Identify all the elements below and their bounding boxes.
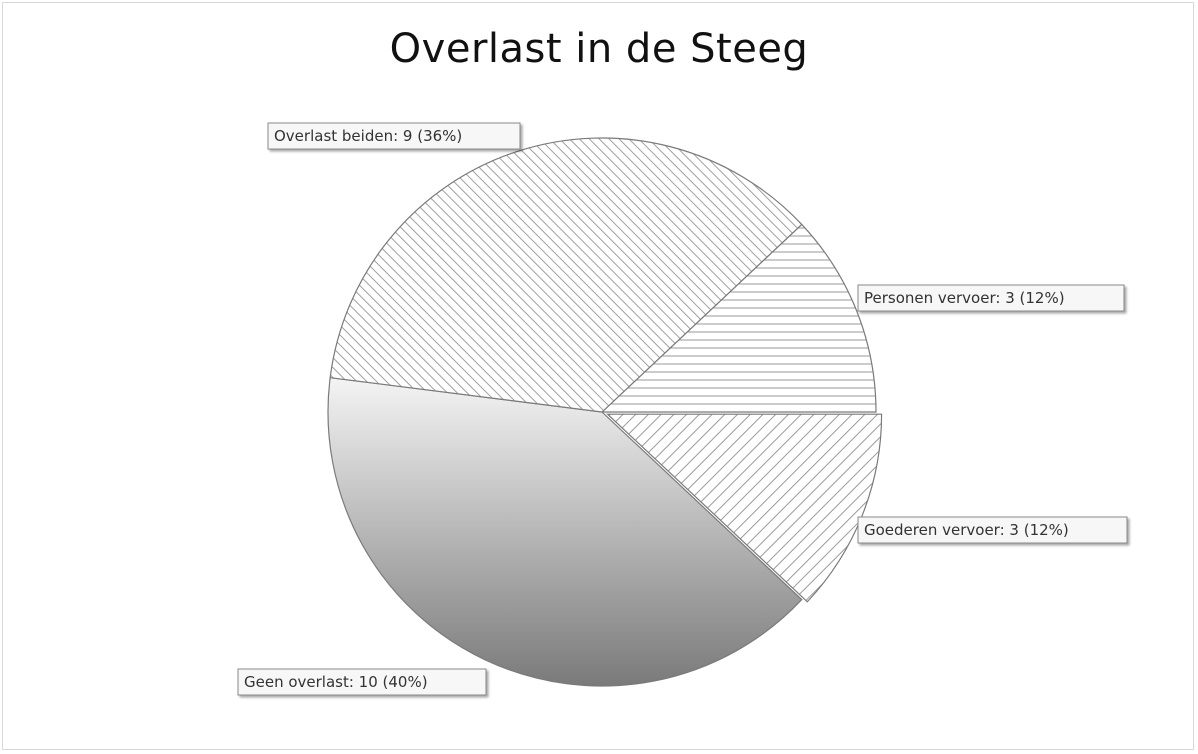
pie-slice-overlast-beiden: [329, 137, 803, 413]
pie-slice-geen-overlast: [327, 376, 803, 687]
label-text: Geen overlast: 10 (40%): [244, 673, 428, 691]
label-box: [857, 284, 1125, 312]
label-text: Personen vervoer: 3 (12%): [864, 289, 1065, 307]
label-box: [857, 516, 1128, 544]
slice-label-goederen-vervoer: Goederen vervoer: 3 (12%): [857, 516, 1128, 544]
label-box: [237, 668, 487, 696]
slice-label-geen-overlast: Geen overlast: 10 (40%): [237, 668, 487, 696]
label-text: Overlast beiden: 9 (36%): [274, 127, 462, 145]
label-text: Goederen vervoer: 3 (12%): [864, 521, 1069, 539]
slice-label-personen-vervoer: Personen vervoer: 3 (12%): [857, 284, 1125, 312]
chart-title: Overlast in de Steeg: [389, 26, 809, 72]
slice-label-overlast-beiden: Overlast beiden: 9 (36%): [267, 122, 521, 150]
pie-slice-personen-vervoer: [600, 223, 877, 413]
pie-slice-goederen-vervoer: [606, 413, 883, 603]
label-box: [267, 122, 521, 150]
